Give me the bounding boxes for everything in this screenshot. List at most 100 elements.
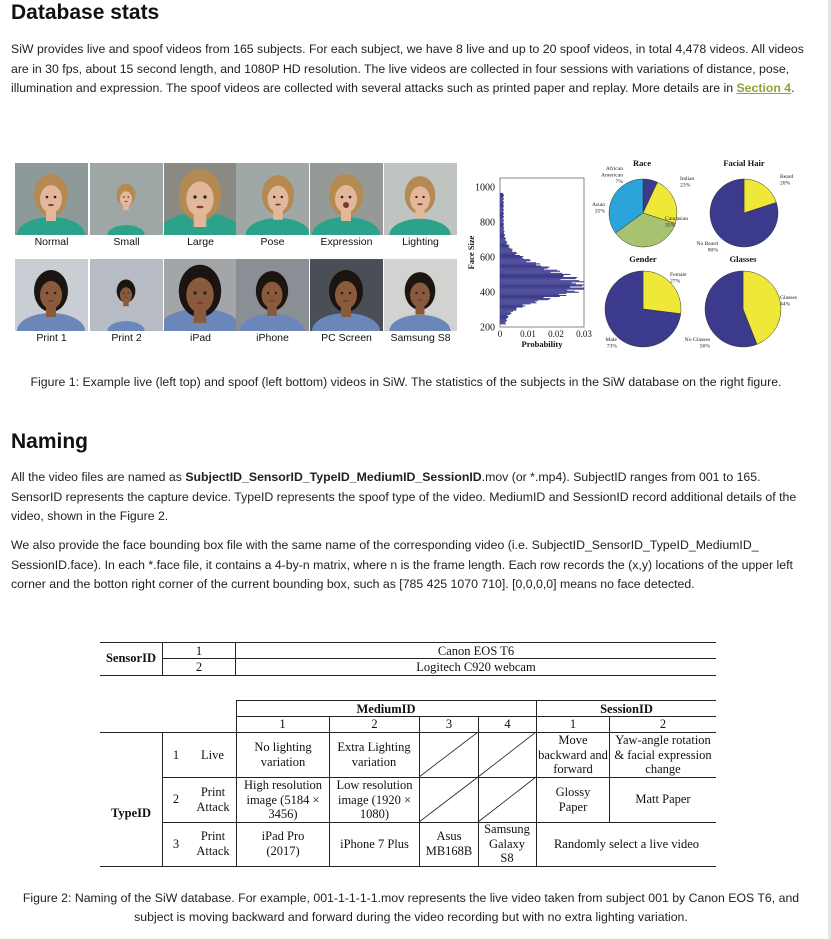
naming-p1-text: All the video files are named as: [11, 470, 186, 484]
histogram-bin: [500, 269, 558, 271]
histogram-bin: [500, 303, 531, 305]
histogram-bin: [500, 300, 538, 302]
histogram-bin: [500, 277, 578, 279]
pie-slice-label: No Glasses 56%: [685, 337, 711, 350]
pie-slice: [743, 178, 777, 214]
pie-slice-label: Male 73%: [606, 337, 618, 350]
histogram-bin: [500, 311, 511, 313]
mediumid-header: MediumID: [356, 702, 416, 716]
live-example-thumbnail: [15, 163, 88, 235]
histogram-bin: [500, 299, 549, 301]
histogram-bin: [500, 252, 518, 254]
histogram-bin: [500, 291, 579, 293]
histogram-bin: [500, 233, 505, 235]
histogram-bin: [500, 264, 536, 266]
spoof-example-thumbnail: [15, 259, 88, 331]
histogram-bin: [500, 251, 517, 253]
type-3-session: Randomly select a live video: [553, 837, 700, 851]
medium-num-1: 1: [279, 717, 286, 731]
histogram-bin: [500, 317, 509, 319]
histogram-bin: [500, 261, 527, 263]
pie-slice: [709, 178, 779, 248]
histogram-bin: [500, 206, 504, 208]
histogram-bin: [500, 232, 504, 234]
pie-title: Facial Hair: [723, 158, 765, 168]
pie-slice: [642, 270, 682, 315]
histogram-bin: [500, 297, 544, 299]
medium-num-2: 2: [371, 717, 378, 731]
histogram-bin: [500, 198, 504, 200]
histogram-bin: [500, 192, 504, 194]
histogram-bin: [500, 224, 504, 226]
live-example-label: Large: [187, 236, 214, 248]
histogram-bin: [500, 288, 584, 290]
histogram-bin: [500, 213, 504, 215]
histogram-bin: [500, 287, 584, 289]
live-example-label: Lighting: [402, 236, 439, 248]
spoof-example-label: Print 1: [36, 332, 67, 344]
sensorid-label: SensorID: [105, 651, 156, 665]
histogram-x-label: Probability: [522, 339, 564, 349]
histogram-bin: [500, 242, 508, 244]
type-1-session-1: Move backward and forward: [538, 733, 608, 776]
type-3-medium-4: Samsung Galaxy S8: [484, 822, 530, 865]
typeid-label: TypeID: [110, 806, 152, 820]
pie-chart-glasses: Glasses 44% No Glasses 56% Glasses: [685, 254, 797, 350]
histogram-bin: [500, 274, 564, 276]
histogram-bin: [500, 280, 580, 282]
histogram-bin: [500, 308, 517, 310]
histogram-bin: [500, 240, 506, 242]
histogram-bin: [500, 210, 504, 212]
histogram-bars: [500, 192, 584, 325]
section-4-link[interactable]: Section 4: [736, 81, 792, 95]
histogram-y-tick: 400: [480, 287, 495, 298]
spoof-example-label: iPhone: [256, 332, 289, 344]
histogram-bin: [500, 271, 551, 273]
spoof-example-thumbnail: [164, 259, 237, 331]
histogram-x-tick: 0: [498, 329, 503, 339]
histogram-y-tick: 1000: [475, 182, 495, 193]
histogram-bin: [500, 307, 517, 309]
histogram-y-tick: 800: [480, 217, 495, 228]
histogram-bin: [500, 239, 506, 241]
histogram-bin: [500, 208, 504, 210]
histogram-bin: [500, 217, 504, 219]
histogram-bin: [500, 211, 504, 213]
sensor-id-2: 2: [195, 660, 203, 674]
histogram-bin: [500, 272, 563, 274]
histogram-bin: [500, 295, 560, 298]
histogram-bin: [500, 305, 526, 307]
histogram-bin: [500, 284, 584, 286]
histogram-bin: [500, 289, 568, 291]
histogram-bin: [500, 220, 504, 222]
histogram-bin: [500, 193, 504, 196]
histogram-bin: [500, 245, 510, 247]
type-3-medium-3: Asus MB168B: [425, 829, 473, 858]
histogram-bin: [500, 301, 536, 303]
sensor-device-2: Logitech C920 webcam: [416, 660, 536, 674]
histogram-bin: [500, 267, 548, 269]
histogram-bin: [500, 257, 523, 259]
histogram-bin: [500, 304, 523, 306]
histogram-bin: [500, 323, 507, 325]
histogram-bin: [500, 207, 504, 209]
histogram-bin: [500, 281, 584, 283]
histogram-bin: [500, 319, 507, 321]
type-1-medium-2: Extra Lighting variation: [337, 740, 411, 769]
not-applicable-diagonals: [419, 732, 537, 823]
live-example-label: Expression: [320, 236, 373, 248]
histogram-bin: [500, 275, 564, 278]
page-scroll-edge: [828, 0, 831, 939]
spoof-example-thumbnail: [384, 259, 457, 331]
pie-chart-race: African American 7% Indian 23% Caucasian 35% As…: [592, 158, 694, 248]
histogram-bin: [500, 246, 509, 248]
histogram-bin: [500, 196, 504, 198]
histogram-bin: [500, 258, 524, 260]
histogram-bin: [500, 314, 508, 316]
live-example-thumbnail: [310, 163, 383, 235]
sessionid-header: SessionID: [600, 702, 653, 716]
pie-slice: [615, 212, 676, 248]
histogram-x-tick: 0.01: [520, 329, 536, 339]
spoof-example-label: PC Screen: [321, 332, 372, 344]
